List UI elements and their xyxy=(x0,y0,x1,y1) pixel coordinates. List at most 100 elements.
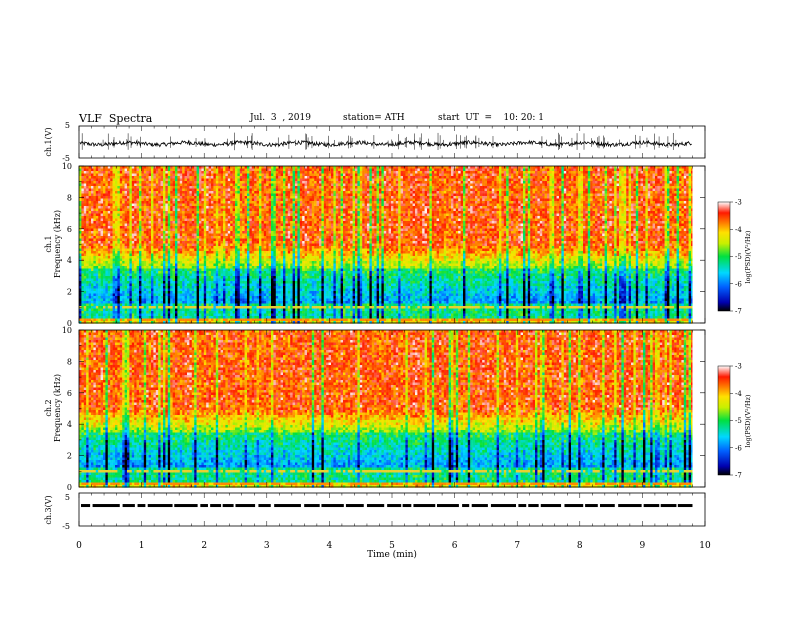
spectrogram-cell xyxy=(600,199,603,202)
spectrogram-cell xyxy=(343,189,346,192)
spectrogram-cell xyxy=(175,204,178,207)
spectrogram-cell xyxy=(617,181,620,184)
spectrogram-cell xyxy=(501,189,504,192)
spectrogram-cell xyxy=(132,199,135,202)
spectrogram-cell xyxy=(547,174,550,177)
spectrogram-cell xyxy=(81,194,84,197)
spectrogram-cell xyxy=(89,211,92,214)
spectrogram-cell xyxy=(645,181,648,184)
spectrogram-cell xyxy=(585,179,588,182)
spectrogram-cell xyxy=(194,174,197,177)
spectrogram-cell xyxy=(672,181,675,184)
spectrogram-cell xyxy=(326,206,329,209)
spectrogram-cell xyxy=(185,211,188,214)
spectrogram-cell xyxy=(177,166,180,169)
spectrogram-cell xyxy=(137,166,140,169)
spectrogram-cell xyxy=(158,169,161,172)
spectrogram-cell xyxy=(189,201,192,204)
spectrogram-cell xyxy=(91,199,94,202)
spectrogram-cell xyxy=(156,189,159,192)
spectrogram-cell xyxy=(355,191,358,194)
spectrogram-cell xyxy=(297,204,300,207)
spectrogram-cell xyxy=(149,184,152,187)
spectrogram-cell xyxy=(189,181,192,184)
spectrogram-cell xyxy=(180,201,183,204)
spectrogram-cell xyxy=(213,209,216,212)
spectrogram-cell xyxy=(369,184,372,187)
spectrogram-cell xyxy=(566,171,569,174)
spectrogram-cell xyxy=(437,181,440,184)
spectrogram-cell xyxy=(336,176,339,179)
spectrogram-cell xyxy=(477,181,480,184)
spectrogram-cell xyxy=(161,181,164,184)
spectrogram-cell xyxy=(103,174,106,177)
spectrogram-cell xyxy=(120,206,123,209)
spectrogram-cell xyxy=(331,171,334,174)
spectrogram-cell xyxy=(545,204,548,207)
spectrogram-cell xyxy=(175,186,178,189)
spectrogram-cell xyxy=(597,184,600,187)
spectrogram-cell xyxy=(331,176,334,179)
spectrogram-cell xyxy=(691,201,693,204)
spectrogram-cell xyxy=(189,179,192,182)
spectrogram-cell xyxy=(602,186,605,189)
spectrogram-cell xyxy=(225,206,228,209)
spectrogram-cell xyxy=(151,181,154,184)
spectrogram-cell xyxy=(509,176,512,179)
spectrogram-cell xyxy=(216,211,219,214)
spectrogram-cell xyxy=(573,191,576,194)
spectrogram-cell xyxy=(554,176,557,179)
spectrogram-cell xyxy=(185,171,188,174)
spectrogram-cell xyxy=(307,209,310,212)
spectrogram-cell xyxy=(201,201,204,204)
spectrogram-cell xyxy=(353,186,356,189)
spectrogram-cell xyxy=(389,211,392,214)
spectrogram-cell xyxy=(113,204,116,207)
spectrogram-cell xyxy=(173,204,176,207)
spectrogram-cell xyxy=(326,174,329,177)
spectrogram-cell xyxy=(86,184,89,187)
spectrogram-cell xyxy=(420,179,423,182)
spectrogram-cell xyxy=(449,186,452,189)
spectrogram-cell xyxy=(403,174,406,177)
spectrogram-cell xyxy=(549,204,552,207)
spectrogram-cell xyxy=(552,206,555,209)
spectrogram-cell xyxy=(513,176,516,179)
spectrogram-cell xyxy=(362,184,365,187)
spectrogram-cell xyxy=(585,196,588,199)
spectrogram-cell xyxy=(115,196,118,199)
spectrogram-cell xyxy=(475,201,478,204)
spectrogram-cell xyxy=(511,184,514,187)
spectrogram-cell xyxy=(518,176,521,179)
spectrogram-cell xyxy=(530,191,533,194)
spectrogram-cell xyxy=(182,191,185,194)
spectrogram-cell xyxy=(132,171,135,174)
spectrogram-cell xyxy=(518,181,521,184)
spectrogram-cell xyxy=(216,179,219,182)
spectrogram-cell xyxy=(480,169,483,172)
spectrogram-cell xyxy=(252,189,255,192)
spectrogram-cell xyxy=(504,194,507,197)
spectrogram-cell xyxy=(456,204,459,207)
spectrogram-cell xyxy=(415,186,418,189)
spectrogram-cell xyxy=(552,184,555,187)
spectrogram-cell xyxy=(686,194,689,197)
spectrogram-cell xyxy=(465,179,468,182)
spectrogram-cell xyxy=(365,186,368,189)
spectrogram-cell xyxy=(686,176,689,179)
spectrogram-cell xyxy=(127,201,130,204)
spectrogram-cell xyxy=(278,204,281,207)
spectrogram-cell xyxy=(456,199,459,202)
spectrogram-cell xyxy=(525,176,528,179)
spectrogram-cell xyxy=(624,204,627,207)
spectrogram-cell xyxy=(295,206,298,209)
spectrogram-cell xyxy=(480,181,483,184)
spectrogram-cell xyxy=(146,181,149,184)
spectrogram-cell xyxy=(571,176,574,179)
spectrogram-cell xyxy=(389,194,392,197)
spectrogram-cell xyxy=(144,189,147,192)
spectrogram-cell xyxy=(684,206,687,209)
spectrogram-cell xyxy=(89,169,92,172)
spectrogram-cell xyxy=(425,196,428,199)
spectrogram-cell xyxy=(523,169,526,172)
